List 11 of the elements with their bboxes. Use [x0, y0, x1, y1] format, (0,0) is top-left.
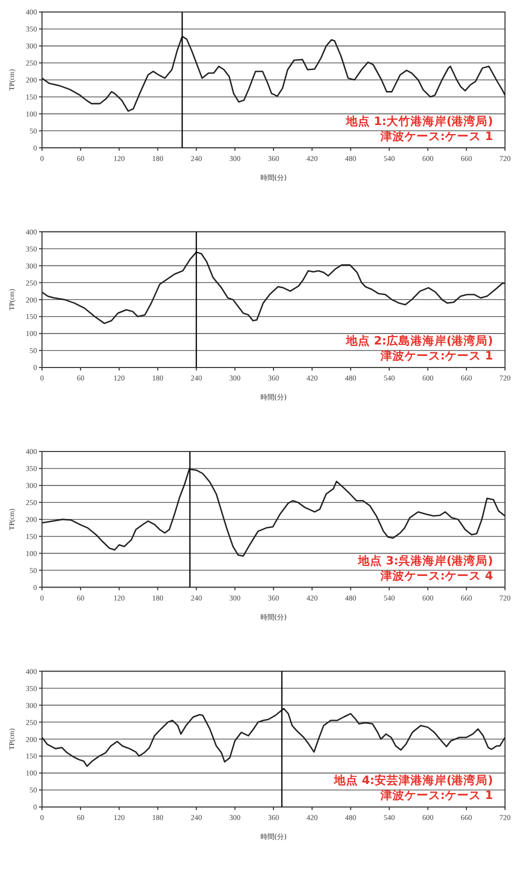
annotation: 津波ケース:ケース 4 — [379, 568, 493, 582]
annotation: 津波ケース:ケース 1 — [379, 788, 493, 802]
annotation: 地点 1:大竹港海岸(港湾局) — [344, 114, 493, 128]
line-series — [41, 708, 506, 767]
annotation: 地点 3:呉港海岸(港湾局) — [356, 553, 493, 568]
line-series — [41, 36, 506, 112]
annotation: 地点 4:安芸津港海岸(港湾局) — [332, 773, 493, 787]
line-series — [41, 251, 506, 324]
annotation: 地点 2:広島港海岸(港湾局) — [344, 334, 493, 348]
annotation: 津波ケース:ケース 1 — [379, 128, 493, 143]
annotation: 津波ケース:ケース 1 — [379, 348, 493, 362]
